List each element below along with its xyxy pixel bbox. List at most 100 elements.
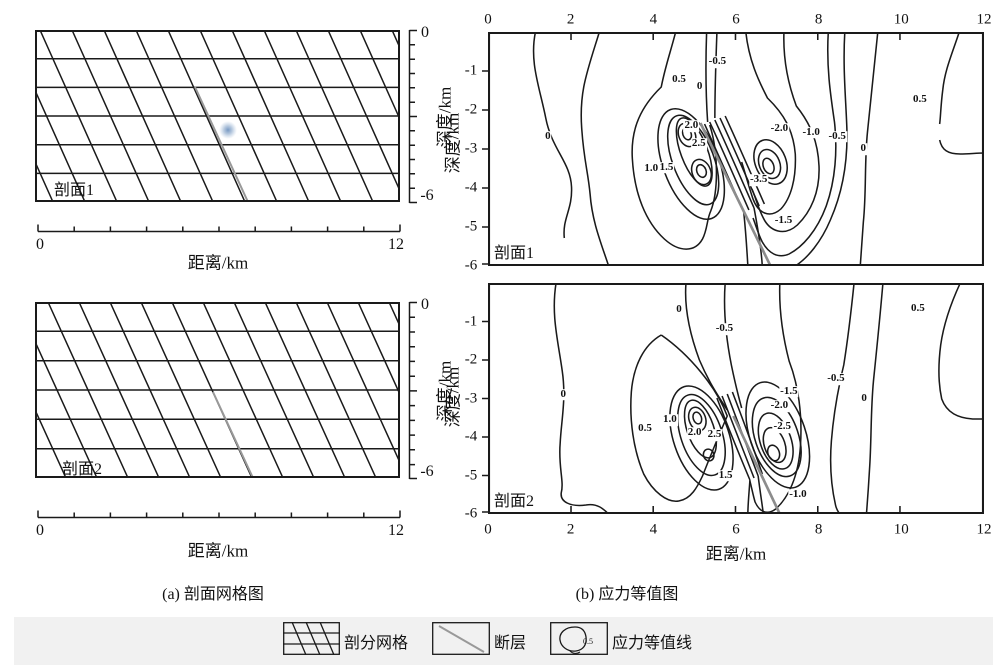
stress1-ytick-label: -6 bbox=[464, 257, 478, 274]
mesh2-xtick-0: 0 bbox=[36, 522, 44, 539]
contour-label: -1.0 bbox=[788, 487, 808, 501]
hypocenter-marker bbox=[219, 121, 237, 139]
mesh2-section-label: 剖面2 bbox=[62, 461, 103, 478]
mesh-swatch-icon bbox=[283, 622, 340, 655]
legend-band bbox=[14, 617, 993, 665]
contour-label: 2.0 bbox=[683, 119, 700, 133]
stress2-xlabel: 距离/km bbox=[705, 544, 767, 564]
stress2-xtick-label: 4 bbox=[649, 521, 658, 538]
mesh2-border bbox=[35, 302, 400, 478]
contour-label: -0.5 bbox=[707, 55, 728, 69]
mesh2-fault-line bbox=[212, 391, 254, 478]
stress1-left-ticks bbox=[482, 70, 488, 265]
contour-label: 0 bbox=[860, 391, 868, 405]
caption-b: (b) 应力等值图 bbox=[575, 586, 679, 603]
contour-label: 0 bbox=[675, 303, 683, 316]
stress1-top-ticks bbox=[488, 33, 984, 40]
stress2-contours bbox=[553, 283, 984, 514]
stress2-section-label: 剖面2 bbox=[494, 493, 535, 510]
mesh2-xtick-12: 12 bbox=[388, 522, 404, 539]
mesh1-fault-line bbox=[194, 86, 249, 202]
contour-label: -1.5 bbox=[779, 384, 799, 398]
mesh2-xlabel: 距离/km bbox=[187, 541, 249, 561]
mesh2-ytick-0: 0 bbox=[421, 296, 429, 313]
stress1-xtick-label: 10 bbox=[893, 11, 909, 28]
stress1-border bbox=[488, 32, 984, 266]
contour-label: -3.5 bbox=[748, 173, 769, 186]
contour-label: 1.5 bbox=[717, 468, 734, 482]
contour-swatch-icon: 0.5 bbox=[550, 622, 608, 655]
stress1-xtick-label: 6 bbox=[732, 11, 740, 28]
stress2-plot bbox=[488, 283, 984, 514]
contour-label: 0 bbox=[695, 79, 704, 93]
stress1-xtick-label: 4 bbox=[649, 11, 658, 28]
stress1-xtick-label: 8 bbox=[814, 11, 823, 28]
mesh1-xtick-0: 0 bbox=[36, 236, 44, 253]
contour-label: 0.5 bbox=[637, 421, 653, 435]
contour-label: 2.0 bbox=[686, 426, 703, 439]
contour-label: 2.5 bbox=[690, 137, 707, 151]
stress1-plot bbox=[488, 32, 984, 266]
mesh1-distance-axis bbox=[37, 224, 401, 233]
stress2-ytick-label: -5 bbox=[464, 467, 478, 483]
stress2-bottom-ticks bbox=[488, 506, 984, 513]
stress1-ylabel: 深度/km bbox=[443, 112, 463, 174]
stress2-xtick-label: 6 bbox=[732, 521, 740, 538]
stress2-xtick-label: 12 bbox=[976, 521, 992, 538]
contour-label: 0 bbox=[859, 142, 868, 155]
contour-label: -2.0 bbox=[769, 121, 790, 135]
stress1-xtick-label: 0 bbox=[484, 11, 492, 28]
contour-label: 0 bbox=[544, 130, 552, 144]
mesh1-xtick-12: 12 bbox=[388, 236, 404, 253]
stress2-ytick-label: -2 bbox=[464, 351, 478, 368]
contour-label: 1.5 bbox=[658, 160, 675, 174]
legend-label-contour: 应力等值线 bbox=[612, 635, 693, 652]
fault-swatch-icon bbox=[432, 622, 490, 655]
contour-label: 0.5 bbox=[912, 93, 928, 106]
mesh2-ytick--6: -6 bbox=[420, 463, 434, 480]
stress2-left-ticks bbox=[482, 320, 488, 513]
contour-label: -0.5 bbox=[826, 372, 846, 386]
contour-label: 0 bbox=[559, 387, 567, 401]
legend-label-mesh: 剖分网格 bbox=[344, 635, 409, 652]
contour-label: -0.5 bbox=[714, 322, 735, 335]
stress1-fault-line bbox=[699, 122, 772, 266]
contour-label: 0.5 bbox=[909, 302, 926, 315]
contour-label: 2.5 bbox=[706, 428, 723, 441]
stress2-xtick-label: 0 bbox=[484, 521, 492, 538]
legend-label-fault: 断层 bbox=[494, 635, 527, 652]
stress1-ytick-label: -3 bbox=[464, 140, 478, 157]
mesh1-xlabel: 距离/km bbox=[187, 253, 249, 273]
mesh2-plot bbox=[35, 302, 400, 478]
contour-label: -2.5 bbox=[772, 420, 792, 434]
stress1-ytick-label: -1 bbox=[464, 62, 478, 79]
mesh1-border bbox=[35, 30, 400, 202]
mesh1-ytick--6: -6 bbox=[420, 187, 434, 204]
mesh2-distance-axis bbox=[37, 510, 401, 519]
mesh1-depth-axis bbox=[408, 29, 417, 204]
stress1-ytick-label: -2 bbox=[464, 101, 478, 118]
contour-label: 1.0 bbox=[661, 413, 678, 426]
stress1-xtick-label: 2 bbox=[566, 11, 575, 28]
stress2-ytick-label: -1 bbox=[464, 313, 478, 329]
caption-a: (a) 剖面网格图 bbox=[162, 586, 264, 603]
contour-label: -1.0 bbox=[801, 125, 821, 139]
contour-swatch-value: 0.5 bbox=[583, 637, 593, 646]
contour-label: -2.0 bbox=[769, 399, 790, 412]
stress2-ytick-label: -4 bbox=[464, 428, 478, 445]
stress2-xtick-label: 8 bbox=[814, 521, 823, 538]
stress2-ytick-label: -3 bbox=[464, 390, 478, 406]
stress2-xtick-label: 2 bbox=[566, 521, 575, 538]
mesh1-ytick-0: 0 bbox=[421, 24, 429, 41]
stress2-fault-line bbox=[732, 415, 782, 514]
stress2-xtick-label: 10 bbox=[893, 521, 909, 538]
contour-label: 0.5 bbox=[671, 72, 687, 86]
stress1-section-label: 剖面1 bbox=[494, 245, 535, 262]
contour-label: -1.5 bbox=[773, 214, 794, 227]
mesh2-depth-axis bbox=[408, 301, 417, 480]
stress2-ytick-label: -6 bbox=[464, 505, 478, 522]
mesh1-plot bbox=[35, 30, 400, 202]
contour-label: 1.0 bbox=[643, 162, 660, 176]
stress2-ylabel: 深度/km bbox=[443, 366, 463, 428]
